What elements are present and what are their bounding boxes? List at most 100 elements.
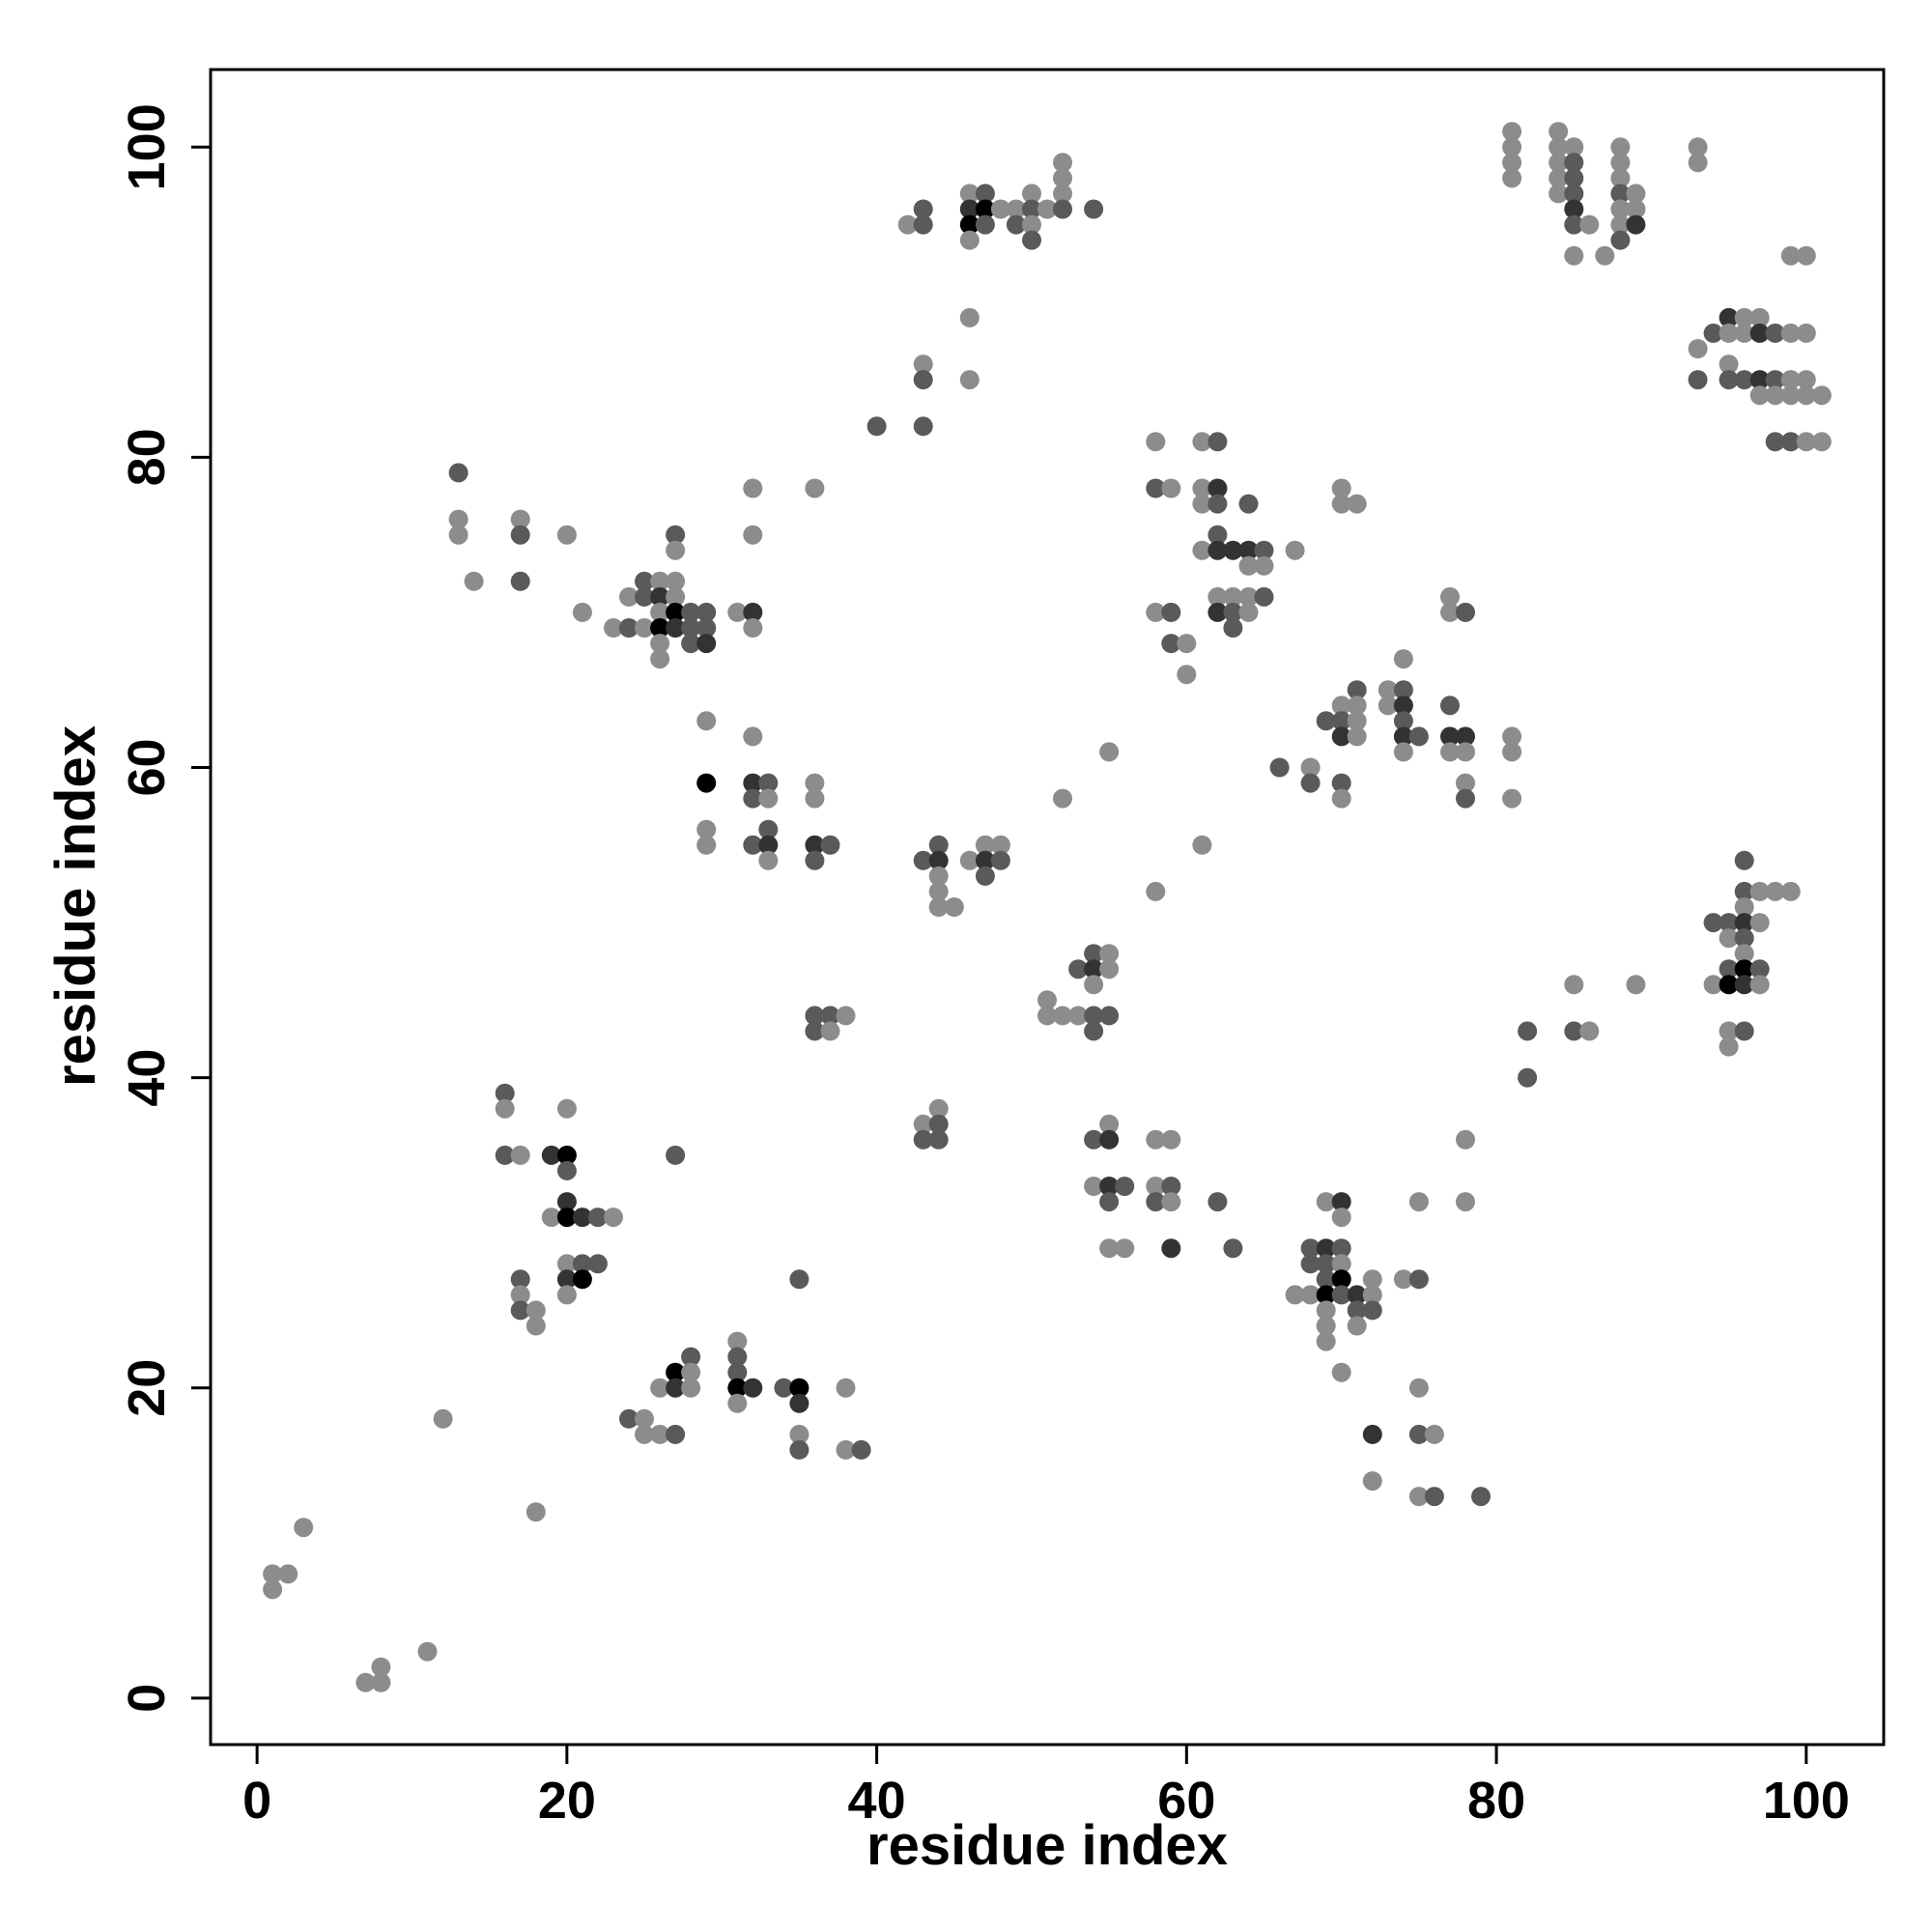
data-point bbox=[1022, 214, 1041, 235]
data-point bbox=[1564, 199, 1584, 219]
data-point bbox=[1208, 494, 1228, 514]
data-point bbox=[696, 634, 717, 654]
data-point bbox=[1456, 788, 1475, 809]
data-point bbox=[681, 618, 701, 638]
data-point bbox=[666, 602, 686, 622]
data-point bbox=[1022, 230, 1041, 250]
data-point bbox=[1053, 153, 1072, 173]
data-point bbox=[913, 370, 933, 390]
data-point bbox=[1440, 602, 1460, 622]
data-point bbox=[1703, 975, 1723, 995]
data-point bbox=[1099, 1238, 1120, 1259]
x-tick-label: 20 bbox=[538, 1772, 596, 1830]
data-point bbox=[433, 1408, 453, 1429]
data-point bbox=[572, 1208, 592, 1228]
data-point bbox=[1285, 1285, 1305, 1305]
data-point bbox=[1548, 153, 1569, 173]
data-point bbox=[1610, 184, 1631, 204]
data-point bbox=[1796, 245, 1816, 266]
data-point bbox=[1734, 881, 1754, 901]
data-point bbox=[1161, 1129, 1181, 1150]
data-point bbox=[1626, 975, 1646, 995]
x-axis-label: residue index bbox=[867, 1814, 1228, 1877]
data-point bbox=[1749, 385, 1770, 406]
data-point bbox=[913, 1114, 933, 1134]
data-point bbox=[1456, 773, 1475, 793]
data-point bbox=[1780, 323, 1801, 343]
data-point bbox=[448, 463, 469, 483]
data-point bbox=[727, 1393, 748, 1413]
data-point bbox=[727, 1362, 748, 1382]
data-point bbox=[836, 1378, 856, 1398]
data-point bbox=[1254, 540, 1274, 560]
data-point bbox=[1146, 1192, 1166, 1212]
data-point bbox=[1208, 525, 1228, 545]
data-point bbox=[604, 1208, 623, 1228]
data-point bbox=[851, 1439, 871, 1460]
data-point bbox=[1780, 881, 1801, 901]
data-point bbox=[1208, 540, 1228, 560]
data-point bbox=[650, 649, 670, 669]
data-point bbox=[1300, 1285, 1321, 1305]
data-point bbox=[743, 773, 763, 793]
data-point bbox=[913, 1129, 933, 1150]
data-point bbox=[1161, 634, 1181, 654]
data-point bbox=[666, 586, 686, 607]
data-point bbox=[1331, 1208, 1351, 1228]
data-point bbox=[1811, 432, 1832, 452]
data-point bbox=[1734, 975, 1754, 995]
data-point bbox=[635, 1408, 654, 1429]
data-point bbox=[1285, 540, 1305, 560]
data-point bbox=[758, 835, 779, 855]
data-point bbox=[696, 711, 717, 731]
data-point bbox=[650, 1378, 670, 1398]
data-point bbox=[556, 1208, 577, 1228]
data-point bbox=[1269, 757, 1290, 778]
data-point bbox=[278, 1564, 298, 1584]
data-point bbox=[1564, 184, 1584, 204]
data-point bbox=[1610, 168, 1631, 188]
data-point bbox=[897, 214, 918, 235]
data-point bbox=[1362, 1471, 1382, 1492]
data-point bbox=[1564, 214, 1584, 235]
data-point bbox=[1146, 881, 1166, 901]
data-point bbox=[1749, 307, 1770, 327]
data-point bbox=[975, 199, 995, 219]
data-point bbox=[526, 1502, 546, 1522]
data-point bbox=[1626, 184, 1646, 204]
y-tick-label: 80 bbox=[118, 428, 176, 486]
data-point bbox=[1502, 122, 1522, 142]
data-point bbox=[1393, 726, 1413, 747]
y-tick-label: 40 bbox=[118, 1049, 176, 1107]
data-point bbox=[1734, 959, 1754, 980]
data-point bbox=[975, 835, 995, 855]
data-point bbox=[1719, 323, 1739, 343]
data-point bbox=[1734, 928, 1754, 949]
data-point bbox=[666, 1362, 686, 1382]
data-point bbox=[758, 850, 779, 870]
data-point bbox=[510, 509, 530, 529]
data-point bbox=[666, 525, 686, 545]
data-point bbox=[1518, 1021, 1538, 1041]
data-point bbox=[743, 726, 763, 747]
data-point bbox=[1331, 773, 1351, 793]
data-point bbox=[1765, 881, 1785, 901]
data-point bbox=[1006, 199, 1026, 219]
data-point bbox=[1579, 1021, 1600, 1041]
data-point bbox=[1393, 742, 1413, 762]
x-tick-label: 40 bbox=[848, 1772, 906, 1830]
data-point bbox=[990, 850, 1010, 870]
data-point bbox=[1146, 602, 1166, 622]
data-point bbox=[1734, 370, 1754, 390]
data-point bbox=[789, 1378, 810, 1398]
data-point bbox=[1037, 1006, 1057, 1026]
data-point bbox=[1084, 959, 1104, 980]
data-point bbox=[1362, 1424, 1382, 1444]
data-point bbox=[696, 835, 717, 855]
data-point bbox=[1362, 1269, 1382, 1290]
data-point bbox=[1316, 1300, 1336, 1321]
data-point bbox=[696, 602, 717, 622]
data-point bbox=[666, 1145, 686, 1165]
data-point bbox=[1579, 214, 1600, 235]
data-point bbox=[1223, 602, 1243, 622]
